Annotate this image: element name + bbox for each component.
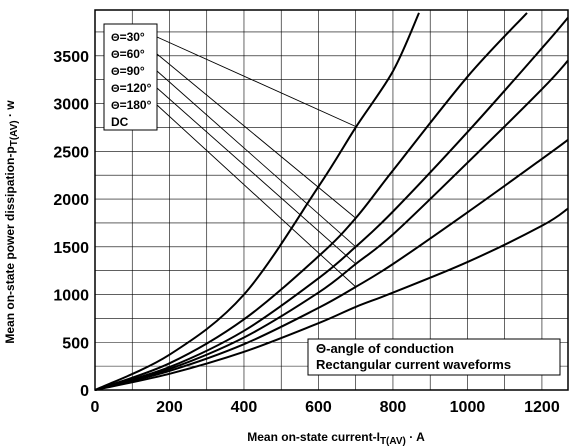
leader-line-theta-30 xyxy=(156,36,356,127)
y-tick-label: 3000 xyxy=(53,97,89,114)
annotation-rectangular-waveforms: Rectangular current waveforms xyxy=(316,357,511,372)
x-tick-label: 0 xyxy=(91,399,100,416)
y-tick-label: 500 xyxy=(62,335,89,352)
x-tick-label: 1000 xyxy=(450,399,486,416)
legend-entry-theta-30: Θ=30° xyxy=(111,30,145,44)
grid xyxy=(95,10,568,390)
x-tick-label: 200 xyxy=(156,399,183,416)
legend-entry-theta-60: Θ=60° xyxy=(111,47,145,61)
x-tick-label: 1200 xyxy=(524,399,560,416)
leader-line-theta-60 xyxy=(156,53,356,219)
series-curves xyxy=(94,12,569,391)
x-tick-label: 800 xyxy=(380,399,407,416)
legend-entry-dc: DC xyxy=(111,115,129,129)
legend-entry-theta-180: Θ=180° xyxy=(111,98,152,112)
y-tick-label: 2500 xyxy=(53,144,89,161)
series-line-theta-120 xyxy=(94,59,569,391)
legend-box: Θ=30° Θ=60° Θ=90° Θ=120° Θ=180° DC xyxy=(103,23,158,131)
series-line-dc xyxy=(94,207,569,391)
x-tick-label: 400 xyxy=(231,399,258,416)
x-tick-labels: 0 200 400 600 800 1000 1200 xyxy=(91,399,560,416)
y-tick-label: 1000 xyxy=(53,288,89,305)
y-tick-label: 3500 xyxy=(53,49,89,66)
x-tick-label: 600 xyxy=(305,399,332,416)
series-line-theta-30 xyxy=(94,12,420,391)
x-axis-title: Mean on-state current-IT(AV) · A xyxy=(247,430,425,447)
leader-line-theta-180 xyxy=(156,104,357,288)
y-axis-title: Mean on-state power dissipation-pT(AV) ·… xyxy=(3,100,20,344)
annotation-conduction-angle: Θ-angle of conduction xyxy=(316,341,454,356)
legend-entry-theta-120: Θ=120° xyxy=(111,81,152,95)
y-tick-label: 0 xyxy=(80,383,89,400)
y-tick-label: 1500 xyxy=(53,240,89,257)
legend-leader-lines xyxy=(156,36,357,288)
y-tick-label: 2000 xyxy=(53,192,89,209)
series-line-theta-60 xyxy=(94,12,528,391)
series-line-theta-180 xyxy=(94,138,569,391)
legend-entry-theta-90: Θ=90° xyxy=(111,64,145,78)
y-tick-labels: 0 500 1000 1500 2000 2500 3000 3500 xyxy=(53,49,89,400)
series-line-theta-90 xyxy=(94,16,569,391)
plot-frame xyxy=(94,9,569,391)
leader-line-theta-120 xyxy=(156,87,357,265)
annotation-box: Θ-angle of conduction Rectangular curren… xyxy=(307,338,561,376)
leader-line-theta-90 xyxy=(156,70,357,248)
